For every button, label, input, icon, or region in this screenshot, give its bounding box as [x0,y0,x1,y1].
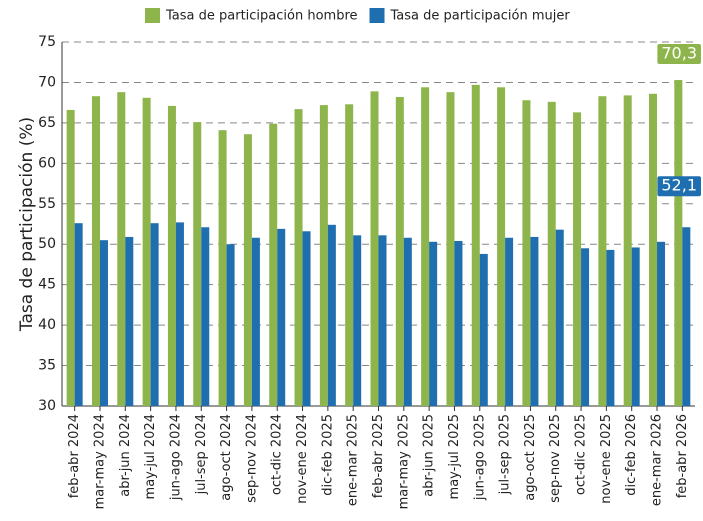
bar [454,240,463,406]
legend-label: Tasa de participación mujer [390,9,571,24]
bar [150,223,159,406]
bar [598,96,607,406]
bar [345,104,354,406]
x-tick-label: mar-may 2025 [396,414,411,509]
bar [269,123,278,406]
x-tick-label: dic-feb 2026 [624,414,639,496]
x-tick-label: ago-oct 2025 [523,414,538,501]
bar [74,223,83,406]
bar [370,91,379,406]
bar [421,87,430,406]
y-axis-title: Tasa de participación (%) [17,117,37,332]
x-tick-label: ene-mar 2026 [650,414,665,506]
bar [125,236,134,406]
bar [319,105,328,407]
bar [193,122,202,406]
bar [446,92,455,406]
bar [66,109,75,407]
bar [302,231,311,406]
bar [294,109,303,406]
x-tick-label: jul-sep 2025 [498,414,513,495]
x-tick-label: may-jul 2025 [447,414,462,499]
value-label: 52,1 [661,176,697,195]
bar [471,84,480,407]
bar [243,134,252,407]
y-tick-label: 70 [38,74,56,90]
bar [573,112,582,406]
x-tick-label: abr-jun 2024 [118,414,133,497]
x-tick-label: jun-ago 2025 [472,414,487,501]
bar [623,95,632,407]
x-tick-label: jul-sep 2024 [194,414,209,495]
x-tick-label: sep-nov 2025 [548,414,563,503]
bar [395,97,404,406]
bar [555,229,564,406]
bar [530,236,539,406]
value-label-box [657,44,701,65]
x-tick-label: nov-ene 2024 [295,414,310,504]
bar [547,101,556,406]
bar [201,227,210,406]
x-tick-label: nov-ene 2025 [599,414,614,504]
x-tick-label: oct-dic 2024 [270,414,285,495]
y-tick-label: 30 [38,398,56,414]
y-tick-label: 35 [38,358,56,374]
y-tick-label: 50 [38,236,56,252]
bar [251,237,260,406]
bar [167,105,176,406]
y-tick-label: 45 [38,277,56,293]
bar [117,92,126,406]
bar [657,241,666,406]
x-tick-label: may-jul 2024 [143,414,158,499]
bar [631,247,640,406]
bar [226,244,235,406]
bar [497,87,506,406]
bar [403,237,412,406]
bar [674,80,683,407]
value-label: 70,3 [661,44,697,63]
x-tick-label: ene-mar 2025 [346,414,361,506]
bar [581,248,590,406]
bar [218,130,227,406]
bar [522,100,531,407]
y-tick-label: 40 [38,317,56,333]
bar [505,237,514,406]
y-tick-label: 55 [38,196,56,212]
bar [479,253,488,406]
bar [378,235,387,406]
x-tick-label: sep-nov 2024 [244,414,259,503]
legend-label: Tasa de participación hombre [165,9,358,24]
y-tick-label: 75 [38,34,56,50]
legend-swatch [145,8,160,23]
bar [91,96,100,406]
y-tick-label: 65 [38,115,56,131]
bar [327,224,336,406]
bar [649,93,658,406]
bar [142,97,151,407]
bar [277,228,286,406]
value-label-box [657,176,701,197]
legend-swatch [369,8,385,23]
x-tick-label: abr-jun 2025 [422,414,437,497]
x-tick-label: feb-abr 2026 [675,414,690,498]
x-tick-label: mar-may 2024 [92,414,107,509]
x-tick-label: ago-oct 2024 [219,414,234,501]
bar [175,222,184,406]
x-tick-label: feb-abr 2024 [67,414,82,498]
bar [606,249,615,406]
x-tick-label: oct-dic 2025 [574,414,589,495]
y-tick-label: 60 [38,155,56,171]
bar [429,241,438,406]
x-tick-label: feb-abr 2025 [371,414,386,498]
bar [353,235,362,406]
x-tick-label: jun-ago 2024 [168,414,183,501]
x-tick-label: dic-feb 2025 [320,414,335,496]
bar [682,227,691,406]
bar [99,240,108,406]
